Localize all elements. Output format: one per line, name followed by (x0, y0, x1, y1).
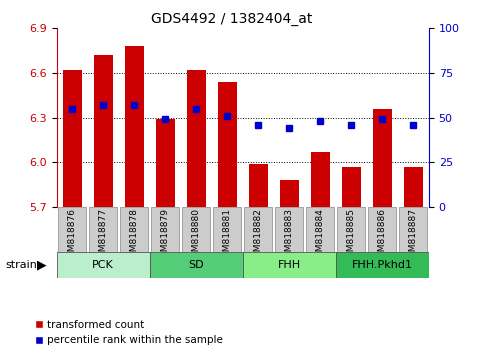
Text: GSM818886: GSM818886 (378, 209, 387, 263)
Text: GSM818877: GSM818877 (99, 209, 108, 263)
Text: SD: SD (188, 260, 204, 270)
Bar (94, 55, 112, 207)
Text: GSM818882: GSM818882 (254, 209, 263, 263)
FancyBboxPatch shape (120, 207, 148, 253)
Bar (342, 167, 361, 207)
Text: GDS4492 / 1382404_at: GDS4492 / 1382404_at (151, 12, 313, 27)
Bar (187, 70, 206, 207)
Text: GSM818878: GSM818878 (130, 209, 139, 263)
Bar (373, 109, 391, 207)
Bar (280, 180, 299, 207)
FancyBboxPatch shape (243, 252, 336, 278)
FancyBboxPatch shape (399, 207, 427, 253)
Text: GSM818885: GSM818885 (347, 209, 356, 263)
Text: ▶: ▶ (37, 258, 47, 271)
Text: GSM818884: GSM818884 (316, 209, 325, 263)
FancyBboxPatch shape (368, 207, 396, 253)
Legend: transformed count, percentile rank within the sample: transformed count, percentile rank withi… (35, 320, 223, 345)
Text: FHH: FHH (278, 260, 301, 270)
Text: PCK: PCK (92, 260, 114, 270)
FancyBboxPatch shape (276, 207, 303, 253)
FancyBboxPatch shape (245, 207, 272, 253)
FancyBboxPatch shape (337, 207, 365, 253)
Text: GSM818883: GSM818883 (285, 209, 294, 263)
Text: GSM818876: GSM818876 (68, 209, 77, 263)
Bar (404, 167, 423, 207)
Bar (249, 164, 268, 207)
FancyBboxPatch shape (336, 252, 429, 278)
Text: GSM818887: GSM818887 (409, 209, 418, 263)
Text: GSM818879: GSM818879 (161, 209, 170, 263)
Bar (311, 152, 330, 207)
FancyBboxPatch shape (57, 252, 150, 278)
Bar (125, 46, 143, 207)
FancyBboxPatch shape (150, 252, 243, 278)
Bar (63, 70, 81, 207)
FancyBboxPatch shape (151, 207, 179, 253)
Bar (218, 82, 237, 207)
FancyBboxPatch shape (89, 207, 117, 253)
Text: FHH.Pkhd1: FHH.Pkhd1 (352, 260, 413, 270)
Text: GSM818880: GSM818880 (192, 209, 201, 263)
Text: GSM818881: GSM818881 (223, 209, 232, 263)
Text: strain: strain (5, 260, 37, 270)
FancyBboxPatch shape (213, 207, 241, 253)
FancyBboxPatch shape (58, 207, 86, 253)
FancyBboxPatch shape (182, 207, 210, 253)
FancyBboxPatch shape (306, 207, 334, 253)
Bar (156, 119, 175, 207)
